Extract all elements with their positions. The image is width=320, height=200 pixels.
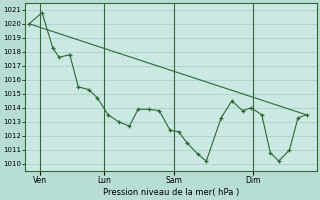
X-axis label: Pression niveau de la mer( hPa ): Pression niveau de la mer( hPa ) [103,188,239,197]
